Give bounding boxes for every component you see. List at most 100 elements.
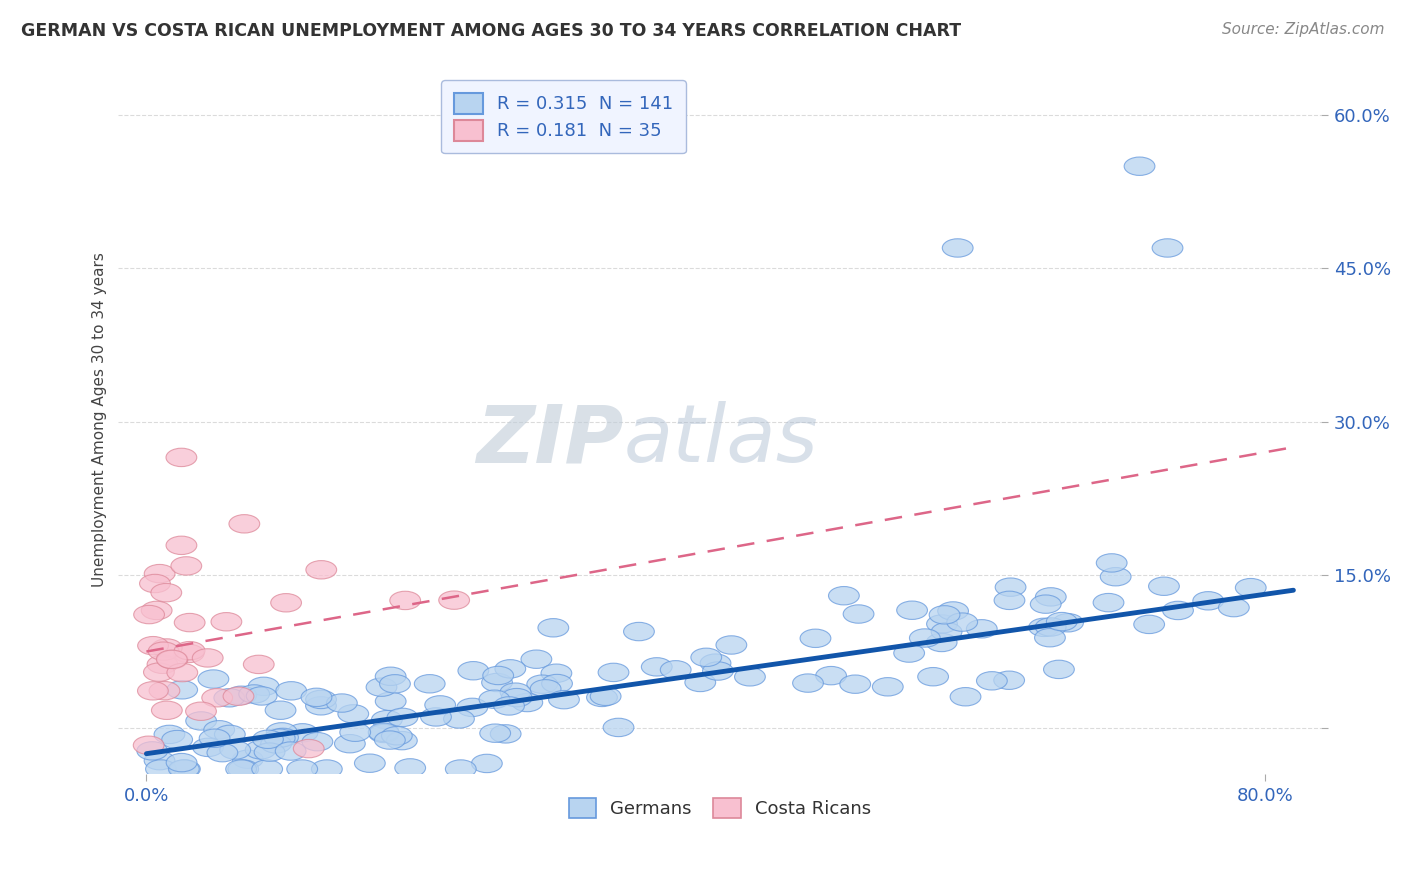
Ellipse shape — [415, 674, 446, 693]
Ellipse shape — [950, 688, 981, 706]
Ellipse shape — [193, 648, 224, 667]
Text: Source: ZipAtlas.com: Source: ZipAtlas.com — [1222, 22, 1385, 37]
Ellipse shape — [839, 675, 870, 693]
Ellipse shape — [995, 578, 1026, 597]
Ellipse shape — [287, 760, 318, 778]
Ellipse shape — [200, 729, 231, 747]
Ellipse shape — [1031, 595, 1062, 614]
Ellipse shape — [1035, 588, 1066, 606]
Y-axis label: Unemployment Among Ages 30 to 34 years: Unemployment Among Ages 30 to 34 years — [93, 252, 107, 587]
Ellipse shape — [174, 641, 205, 660]
Ellipse shape — [538, 618, 568, 637]
Ellipse shape — [522, 650, 551, 668]
Ellipse shape — [243, 656, 274, 673]
Ellipse shape — [527, 675, 558, 693]
Ellipse shape — [1152, 239, 1182, 257]
Ellipse shape — [148, 642, 179, 660]
Ellipse shape — [134, 736, 165, 755]
Ellipse shape — [219, 740, 250, 759]
Ellipse shape — [661, 661, 692, 679]
Ellipse shape — [700, 654, 731, 673]
Ellipse shape — [253, 730, 284, 748]
Ellipse shape — [1192, 591, 1223, 610]
Ellipse shape — [443, 710, 474, 728]
Ellipse shape — [354, 754, 385, 772]
Ellipse shape — [541, 674, 572, 693]
Ellipse shape — [1163, 601, 1194, 620]
Ellipse shape — [1149, 577, 1180, 596]
Ellipse shape — [1035, 629, 1066, 647]
Ellipse shape — [586, 689, 617, 706]
Ellipse shape — [239, 685, 270, 703]
Ellipse shape — [1053, 614, 1084, 632]
Ellipse shape — [167, 681, 198, 699]
Ellipse shape — [994, 591, 1025, 609]
Ellipse shape — [927, 633, 957, 652]
Ellipse shape — [294, 739, 325, 758]
Ellipse shape — [260, 735, 291, 753]
Ellipse shape — [716, 636, 747, 654]
Ellipse shape — [202, 689, 232, 707]
Ellipse shape — [224, 687, 254, 706]
Ellipse shape — [193, 739, 224, 756]
Ellipse shape — [145, 565, 174, 582]
Ellipse shape — [1046, 613, 1077, 631]
Ellipse shape — [152, 701, 183, 720]
Ellipse shape — [938, 602, 969, 620]
Ellipse shape — [136, 741, 167, 760]
Ellipse shape — [152, 639, 183, 657]
Ellipse shape — [482, 666, 513, 685]
Ellipse shape — [276, 681, 307, 700]
Ellipse shape — [425, 696, 456, 714]
Ellipse shape — [162, 731, 193, 748]
Text: GERMAN VS COSTA RICAN UNEMPLOYMENT AMONG AGES 30 TO 34 YEARS CORRELATION CHART: GERMAN VS COSTA RICAN UNEMPLOYMENT AMONG… — [21, 22, 962, 40]
Ellipse shape — [134, 606, 165, 624]
Ellipse shape — [173, 644, 204, 663]
Ellipse shape — [380, 674, 411, 693]
Ellipse shape — [624, 623, 654, 640]
Ellipse shape — [166, 448, 197, 467]
Ellipse shape — [482, 673, 512, 691]
Ellipse shape — [800, 629, 831, 648]
Ellipse shape — [312, 760, 342, 778]
Ellipse shape — [375, 692, 406, 711]
Ellipse shape — [910, 629, 941, 648]
Ellipse shape — [307, 560, 336, 579]
Ellipse shape — [942, 239, 973, 257]
Ellipse shape — [734, 667, 765, 686]
Ellipse shape — [927, 615, 957, 633]
Ellipse shape — [387, 708, 418, 727]
Ellipse shape — [166, 536, 197, 555]
Ellipse shape — [326, 694, 357, 712]
Ellipse shape — [226, 760, 256, 778]
Ellipse shape — [340, 723, 371, 741]
Ellipse shape — [368, 724, 399, 743]
Ellipse shape — [169, 760, 200, 778]
Ellipse shape — [141, 601, 172, 620]
Ellipse shape — [139, 574, 170, 592]
Ellipse shape — [1035, 618, 1066, 636]
Ellipse shape — [148, 655, 179, 673]
Ellipse shape — [276, 742, 307, 760]
Ellipse shape — [815, 666, 846, 685]
Ellipse shape — [254, 743, 285, 762]
Ellipse shape — [155, 725, 184, 744]
Ellipse shape — [1219, 599, 1250, 616]
Ellipse shape — [494, 697, 524, 715]
Ellipse shape — [703, 662, 734, 681]
Ellipse shape — [215, 725, 245, 744]
Ellipse shape — [232, 750, 263, 768]
Text: ZIP: ZIP — [477, 401, 624, 479]
Ellipse shape — [156, 650, 187, 668]
Ellipse shape — [374, 731, 405, 749]
Ellipse shape — [186, 702, 217, 721]
Ellipse shape — [138, 681, 169, 700]
Ellipse shape — [1236, 578, 1267, 597]
Ellipse shape — [946, 613, 977, 632]
Ellipse shape — [931, 623, 962, 641]
Ellipse shape — [641, 657, 672, 676]
Ellipse shape — [512, 693, 543, 712]
Ellipse shape — [305, 690, 336, 708]
Ellipse shape — [872, 678, 903, 696]
Ellipse shape — [266, 723, 297, 741]
